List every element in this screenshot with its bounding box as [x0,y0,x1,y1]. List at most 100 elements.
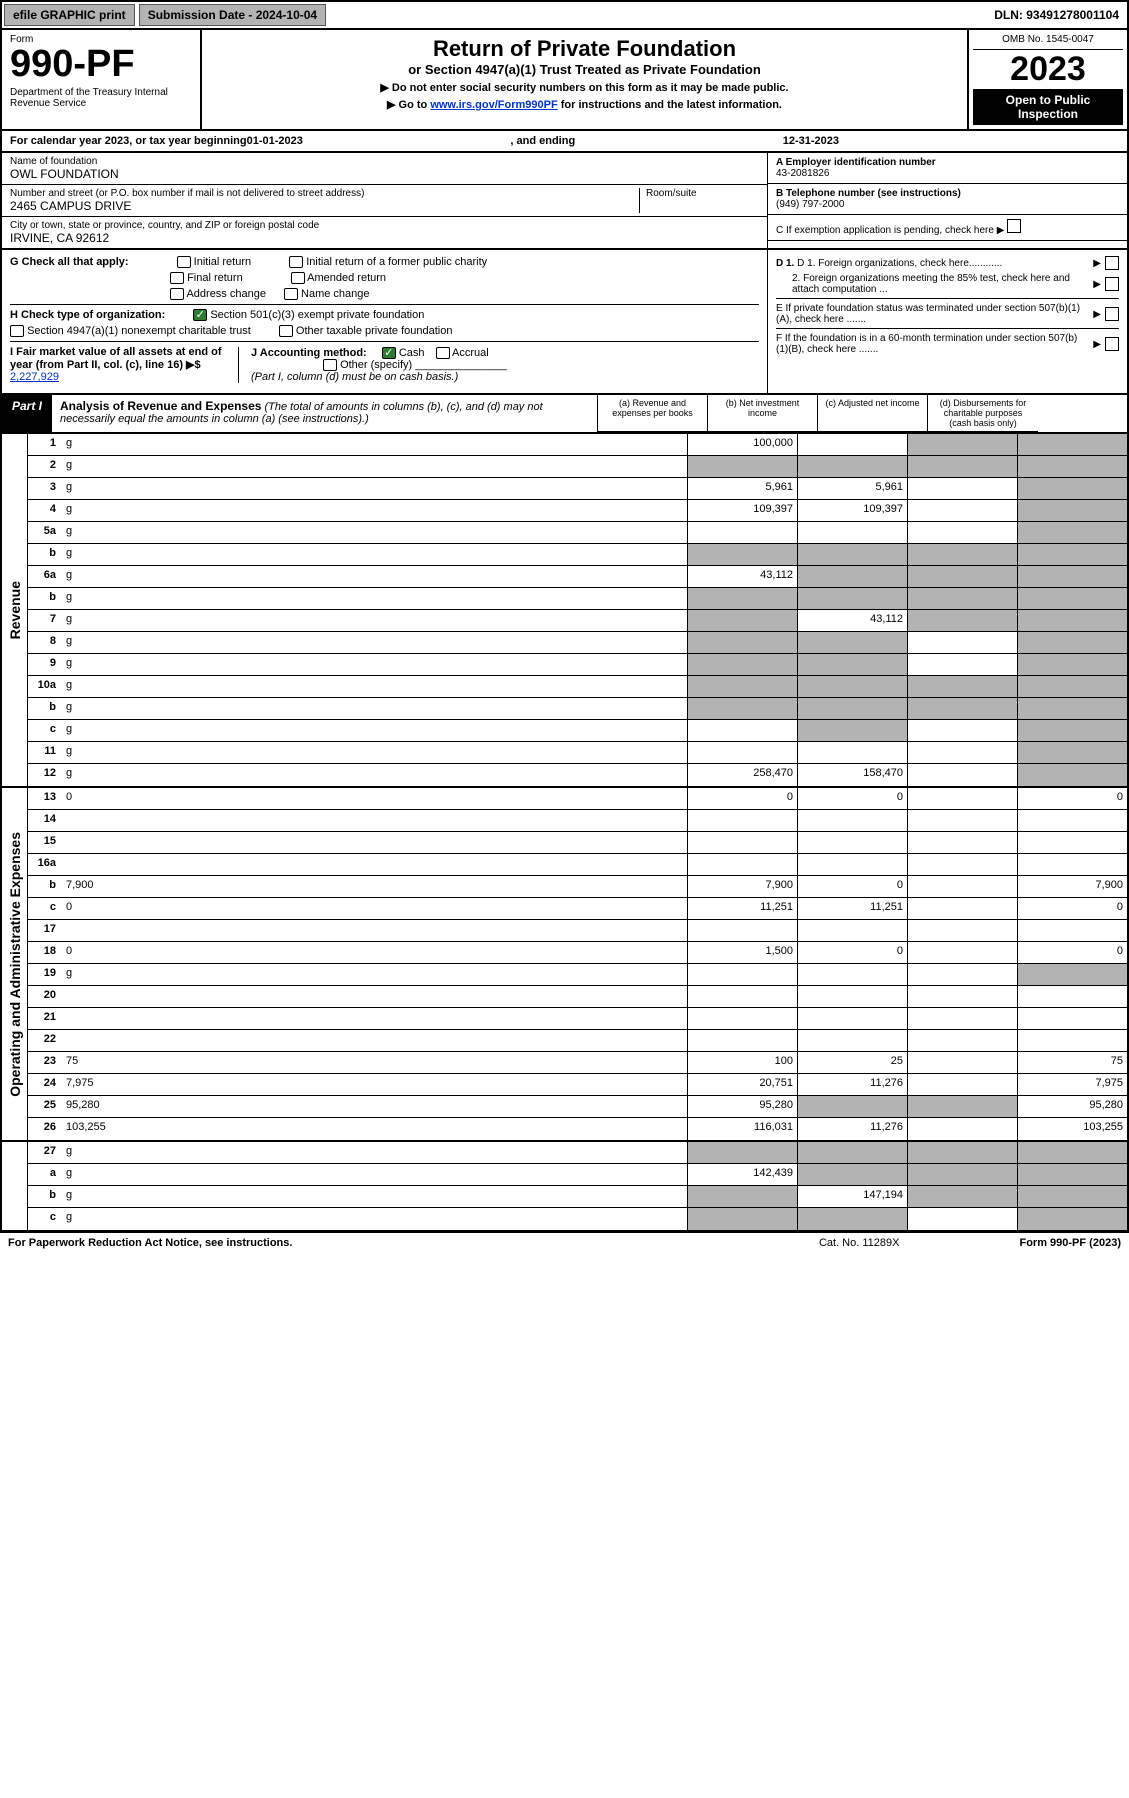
c-label: C If exemption application is pending, c… [776,225,994,236]
cell-c [907,1008,1017,1029]
table-row: 12g258,470158,470 [28,764,1127,786]
note2-post: for instructions and the latest informat… [558,99,782,111]
line-number: a [28,1164,60,1185]
line-number: 18 [28,942,60,963]
cell-c [907,632,1017,653]
cell-a [687,742,797,763]
4947a1-checkbox[interactable] [10,325,24,337]
cat-number: Cat. No. 11289X [819,1237,900,1249]
d1-checkbox[interactable] [1105,256,1119,270]
table-row: bg [28,544,1127,566]
efile-print-button[interactable]: efile GRAPHIC print [4,4,135,26]
table-row: 1801,50000 [28,942,1127,964]
501c3-checkbox[interactable]: ✓ [193,309,207,321]
c-checkbox[interactable] [1007,219,1021,233]
line-description [60,810,687,831]
form-header: Form 990-PF Department of the Treasury I… [0,30,1129,131]
final-return-checkbox[interactable] [170,272,184,284]
g-row: G Check all that apply: Initial return I… [10,256,759,268]
line-description: g [60,610,687,631]
cash-checkbox[interactable]: ✓ [382,347,396,359]
line-number: 15 [28,832,60,853]
form-subtitle: or Section 4947(a)(1) Trust Treated as P… [214,62,955,77]
cell-c [907,1096,1017,1117]
initial-return-public-checkbox[interactable] [289,256,303,268]
j2-label: Accrual [452,347,489,359]
arrow-icon: ▶ [1089,279,1105,290]
cell-d [1017,1186,1127,1207]
line-description: 75 [60,1052,687,1073]
cell-a [687,544,797,565]
cell-c [907,742,1017,763]
line-description: 7,975 [60,1074,687,1095]
cell-d: 0 [1017,942,1127,963]
form-year-block: OMB No. 1545-0047 2023 Open to Public In… [967,30,1127,129]
j-label: J Accounting method: [251,347,367,359]
city-row: City or town, state or province, country… [2,217,767,248]
arrow-icon: ▶ [997,225,1005,236]
table-row: 3g5,9615,961 [28,478,1127,500]
omb-number: OMB No. 1545-0047 [973,34,1123,50]
note2-pre: ▶ Go to [387,99,430,111]
line-description [60,854,687,875]
d2-checkbox[interactable] [1105,277,1119,291]
cell-a [687,698,797,719]
accrual-checkbox[interactable] [436,347,450,359]
cell-a: 100 [687,1052,797,1073]
form990pf-link[interactable]: www.irs.gov/Form990PF [430,99,557,111]
cell-c [907,898,1017,919]
cell-c [907,1074,1017,1095]
cell-c [907,1118,1017,1140]
revenue-table: Revenue 1g100,0002g3g5,9615,9614g109,397… [0,434,1129,788]
address-change-checkbox[interactable] [170,288,184,300]
revenue-side-label: Revenue [2,434,28,786]
cell-d [1017,810,1127,831]
street-address: 2465 CAMPUS DRIVE [10,199,131,213]
table-row: ag142,439 [28,1164,1127,1186]
cell-b: 0 [797,876,907,897]
form-footer: Form 990-PF (2023) [1019,1237,1121,1249]
name-change-checkbox[interactable] [284,288,298,300]
cell-a [687,720,797,741]
submission-date-button[interactable]: Submission Date - 2024-10-04 [139,4,326,26]
other-taxable-checkbox[interactable] [279,325,293,337]
table-row: 6ag43,112 [28,566,1127,588]
phone-label: B Telephone number (see instructions) [776,188,1119,199]
cell-c [907,588,1017,609]
col-b-header: (b) Net investment income [708,395,818,432]
form-note-1: ▶ Do not enter social security numbers o… [214,81,955,94]
other-method-checkbox[interactable] [323,359,337,371]
line-description: g [60,742,687,763]
line-description: g [60,500,687,521]
cal-begin: 01-01-2023 [247,135,303,147]
cell-c [907,986,1017,1007]
table-row: 4g109,397109,397 [28,500,1127,522]
cell-d [1017,544,1127,565]
cell-b: 11,276 [797,1074,907,1095]
cell-b [797,566,907,587]
cell-b [797,544,907,565]
d2-row: 2. Foreign organizations meeting the 85%… [776,273,1119,295]
cell-b: 11,251 [797,898,907,919]
line-description [60,1030,687,1051]
f-label: F If the foundation is in a 60-month ter… [776,333,1089,355]
cell-c [907,876,1017,897]
e-checkbox[interactable] [1105,307,1119,321]
f-checkbox[interactable] [1105,337,1119,351]
cell-a: 95,280 [687,1096,797,1117]
table-row: 14 [28,810,1127,832]
cell-d: 7,975 [1017,1074,1127,1095]
cell-a: 20,751 [687,1074,797,1095]
j-note: (Part I, column (d) must be on cash basi… [251,371,458,383]
fmv-link[interactable]: 2,227,929 [10,371,59,383]
amended-return-checkbox[interactable] [291,272,305,284]
cell-d [1017,1208,1127,1230]
cell-d [1017,742,1127,763]
ein-label: A Employer identification number [776,157,1119,168]
initial-return-checkbox[interactable] [177,256,191,268]
line-number: 12 [28,764,60,786]
g0-label: Initial return [194,256,251,268]
cell-d [1017,964,1127,985]
cell-b [797,810,907,831]
cell-b: 147,194 [797,1186,907,1207]
